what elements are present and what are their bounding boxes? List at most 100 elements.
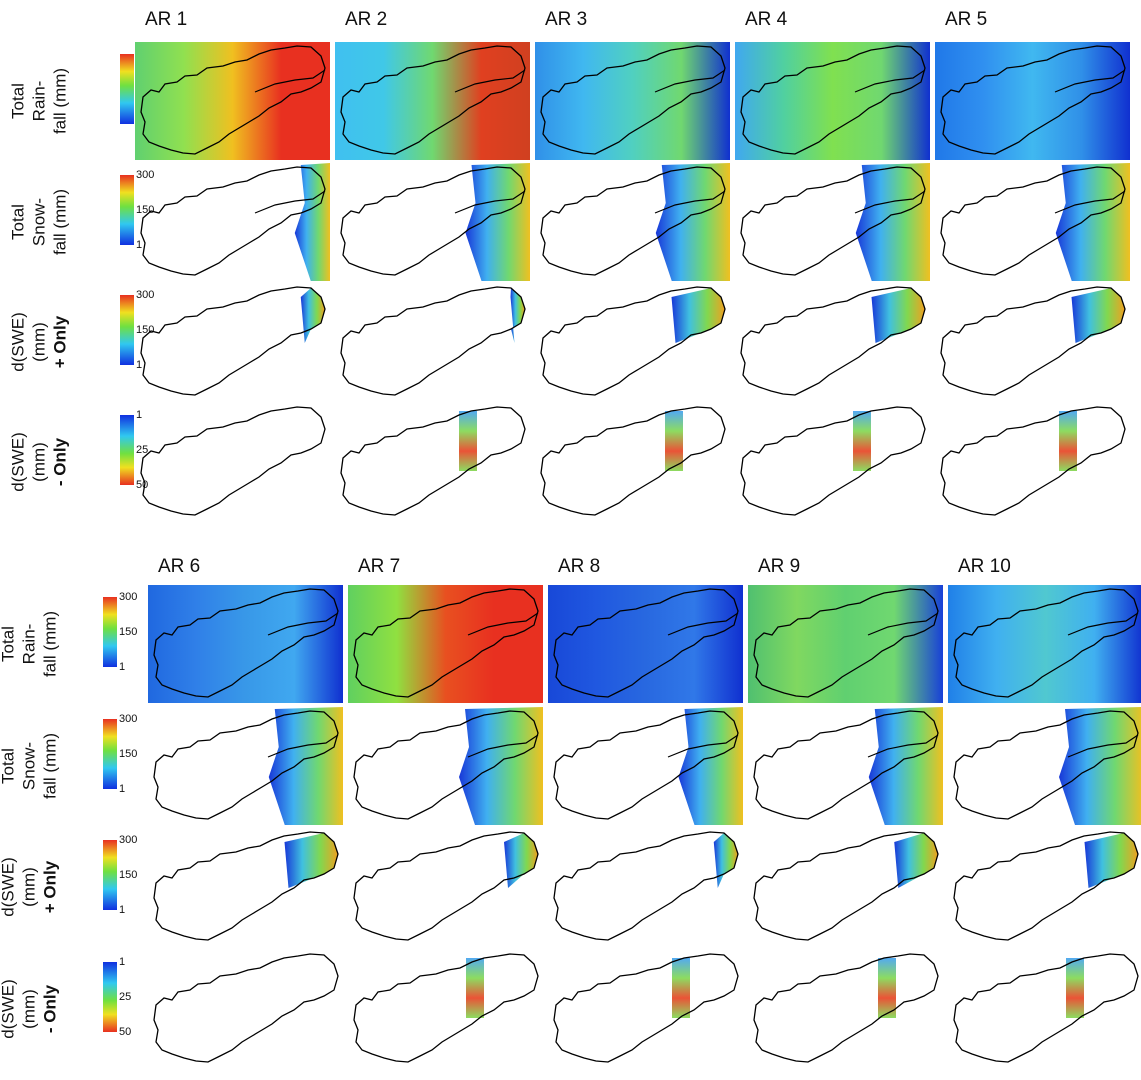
map-panel [941,287,1125,395]
column-title: AR 3 [545,9,587,30]
colorbar-tick: 150 [119,869,137,881]
swe-gain-field [1085,833,1139,888]
row-label-line: Snow- [19,742,38,790]
rainfall-field [135,42,330,160]
colorbar-tick: 1 [136,359,142,371]
map-panel [354,832,538,940]
map-panel [548,585,743,703]
map-panel [754,832,938,940]
row-label-line: d(SWE) [8,432,27,492]
watershed-outline [341,287,525,395]
snowfall-field [466,163,531,281]
swe-gain-field [1072,288,1126,343]
map-panel [954,832,1138,940]
map-panel [135,42,330,160]
colorbar-tick: 300 [136,289,154,301]
map-panel [748,585,943,703]
map-panel [541,287,725,395]
snowfall-field [1059,707,1141,825]
row-label-line: Snow- [29,198,48,246]
map-panel [354,707,543,825]
snowfall-field [679,707,744,825]
map-panel [154,832,338,940]
snowfall-field [869,707,943,825]
watershed-outline [741,407,925,515]
swe-loss-field [466,958,484,1018]
map-panel [741,407,925,515]
colorbar [103,840,117,910]
colorbar-tick: 1 [119,783,125,795]
snowfall-field [1056,163,1130,281]
map-panel [754,954,938,1062]
colorbar-tick: 300 [136,169,154,181]
swe-gain-field [285,833,339,888]
map-panel [341,407,525,515]
row-label-line: d(SWE) [0,979,17,1039]
swe-loss-field [672,958,690,1018]
column-title: AR 2 [345,9,387,30]
colorbar [120,54,134,124]
colorbar-tick: 1 [119,661,125,673]
colorbar-tick: 1 [136,409,142,421]
colorbar [103,597,117,667]
rainfall-field [335,42,530,160]
colorbar-tick: 150 [119,748,137,760]
column-title: AR 9 [758,556,800,577]
snowfall-field [656,163,730,281]
colorbar-tick: 25 [136,444,148,456]
row-label-line: fall (mm) [50,189,69,255]
rainfall-field [348,585,543,703]
column-title: AR 1 [145,9,187,30]
map-panel [535,42,730,160]
map-panel [954,954,1138,1062]
snowfall-field [856,163,930,281]
row-label-line: (mm) [29,322,48,362]
watershed-outline [541,407,725,515]
colorbar [103,962,117,1032]
watershed-outline [141,407,325,515]
map-panel [348,585,543,703]
row-label: d(SWE)(mm)+ Only [0,857,59,917]
rainfall-field [535,42,730,160]
rainfall-field [948,585,1141,703]
swe-loss-field [665,411,683,471]
row-label-line: d(SWE) [0,857,17,917]
map-panel [754,707,943,825]
colorbar-tick: 300 [119,713,137,725]
row-label-line: Total [0,748,17,784]
watershed-outline [754,954,938,1062]
row-label-line: fall (mm) [50,68,69,134]
colorbar [120,175,134,245]
row-label-line: (mm) [19,989,38,1029]
watershed-outline [141,167,325,275]
row-label-line: Rain- [29,81,48,122]
map-panel [941,163,1130,281]
swe-loss-field [1059,411,1077,471]
swe-gain-field [894,833,938,888]
map-panel [141,407,325,515]
row-label: d(SWE)(mm)- Only [0,979,59,1039]
snowfall-field [269,707,343,825]
map-panel [954,707,1141,825]
column-title: AR 4 [745,9,788,30]
map-panel [554,707,743,825]
map-panel [541,163,730,281]
rainfall-field [735,42,930,160]
colorbar-tick: 150 [136,324,154,336]
map-panel [141,163,330,281]
colorbar [120,415,134,485]
map-panel [948,585,1141,703]
row-label-line: d(SWE) [8,312,27,372]
swe-loss-field [459,411,477,471]
watershed-outline [554,832,738,940]
row-label: d(SWE)(mm)- Only [8,432,69,492]
snowfall-field [459,707,543,825]
colorbar [120,295,134,365]
row-label-line: Total [0,626,17,662]
row-label-line: Total [8,83,27,119]
row-label-line: Rain- [19,624,38,665]
swe-loss-field [853,411,871,471]
column-title: AR 10 [958,556,1011,577]
